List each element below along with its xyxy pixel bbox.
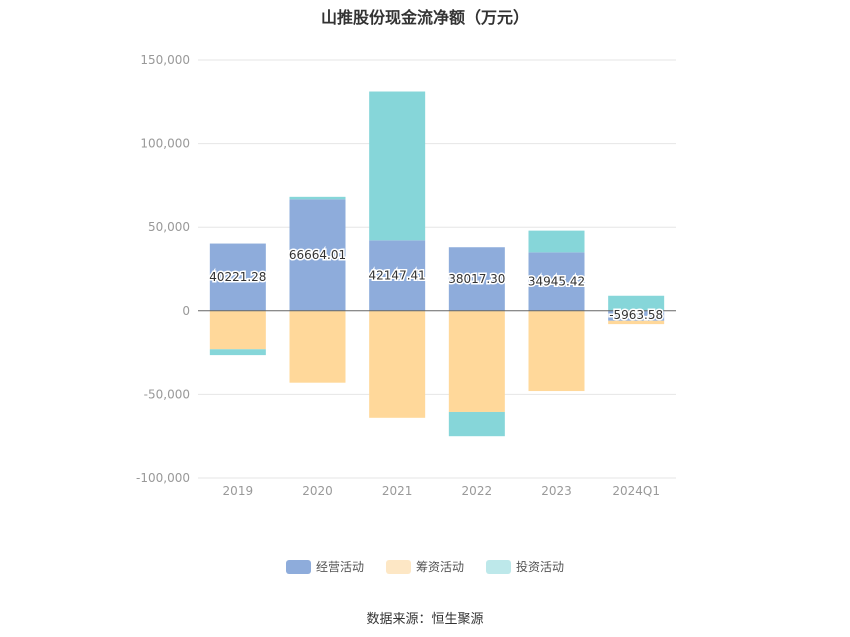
bar-segment — [448, 310, 505, 412]
bar-segment — [289, 310, 346, 383]
bar-segment — [528, 252, 585, 311]
bar-segment — [528, 230, 585, 253]
bar-segment — [209, 243, 266, 311]
chart-title: 山推股份现金流净额（万元） — [320, 8, 529, 27]
bar-segment — [209, 349, 266, 356]
legend-swatch — [385, 559, 411, 574]
data-label: 34945.42 — [528, 275, 585, 289]
data-labels: 40221.28 66664.01 42147.41 38017.30 34945.42… — [208, 247, 665, 324]
legend-label: 投资活动 — [516, 560, 565, 574]
x-tick-label: 2019 — [223, 484, 254, 498]
legend-swatch — [486, 559, 511, 574]
bar-segment — [369, 240, 426, 311]
data-label: 40221.28 — [209, 270, 266, 284]
legend-label: 经营活动 — [315, 560, 364, 574]
bar-segment — [369, 310, 426, 418]
y-tick-label: -100,000 — [136, 471, 190, 485]
x-tick-label: 2024Q1 — [612, 484, 660, 498]
axes: 150,000 100,000 50,000 0 -50,000 -100,000 2019… — [136, 53, 676, 498]
bar-segment — [448, 411, 505, 437]
grid-lines — [198, 59, 676, 479]
legend-swatch — [285, 559, 311, 574]
bars — [209, 91, 665, 437]
bar-segment — [448, 247, 505, 311]
y-tick-label: 50,000 — [148, 220, 190, 234]
legend: 经营活动 筹资活动 投资活动 — [0, 558, 850, 575]
x-tick-label: 2020 — [302, 484, 333, 498]
data-label: 42147.41 — [369, 269, 426, 283]
legend-item[interactable]: 筹资活动 — [385, 558, 464, 575]
y-tick-label: 100,000 — [140, 137, 190, 151]
legend-item[interactable]: 经营活动 — [285, 558, 364, 575]
data-label: -5963.58 — [609, 308, 663, 322]
x-tick-label: 2021 — [382, 484, 413, 498]
bar-segment — [608, 320, 665, 325]
data-source: 数据来源：恒生聚源 — [366, 612, 484, 627]
bar-segment — [528, 310, 585, 392]
bar-segment — [369, 91, 426, 241]
legend-label: 筹资活动 — [415, 560, 464, 574]
x-tick-label: 2022 — [462, 484, 493, 498]
bar-segment — [608, 295, 665, 311]
y-tick-label: -50,000 — [144, 387, 190, 401]
legend-item[interactable]: 投资活动 — [486, 558, 564, 575]
x-tick-label: 2023 — [541, 484, 572, 498]
bar-segment — [209, 310, 266, 350]
data-label: 38017.30 — [448, 272, 505, 286]
bar-segment — [289, 196, 346, 200]
bar-segment — [608, 310, 665, 321]
y-tick-label: 150,000 — [140, 53, 190, 67]
bar-segment — [289, 199, 346, 311]
data-label: 66664.01 — [289, 248, 346, 262]
y-tick-label: 0 — [182, 304, 190, 318]
